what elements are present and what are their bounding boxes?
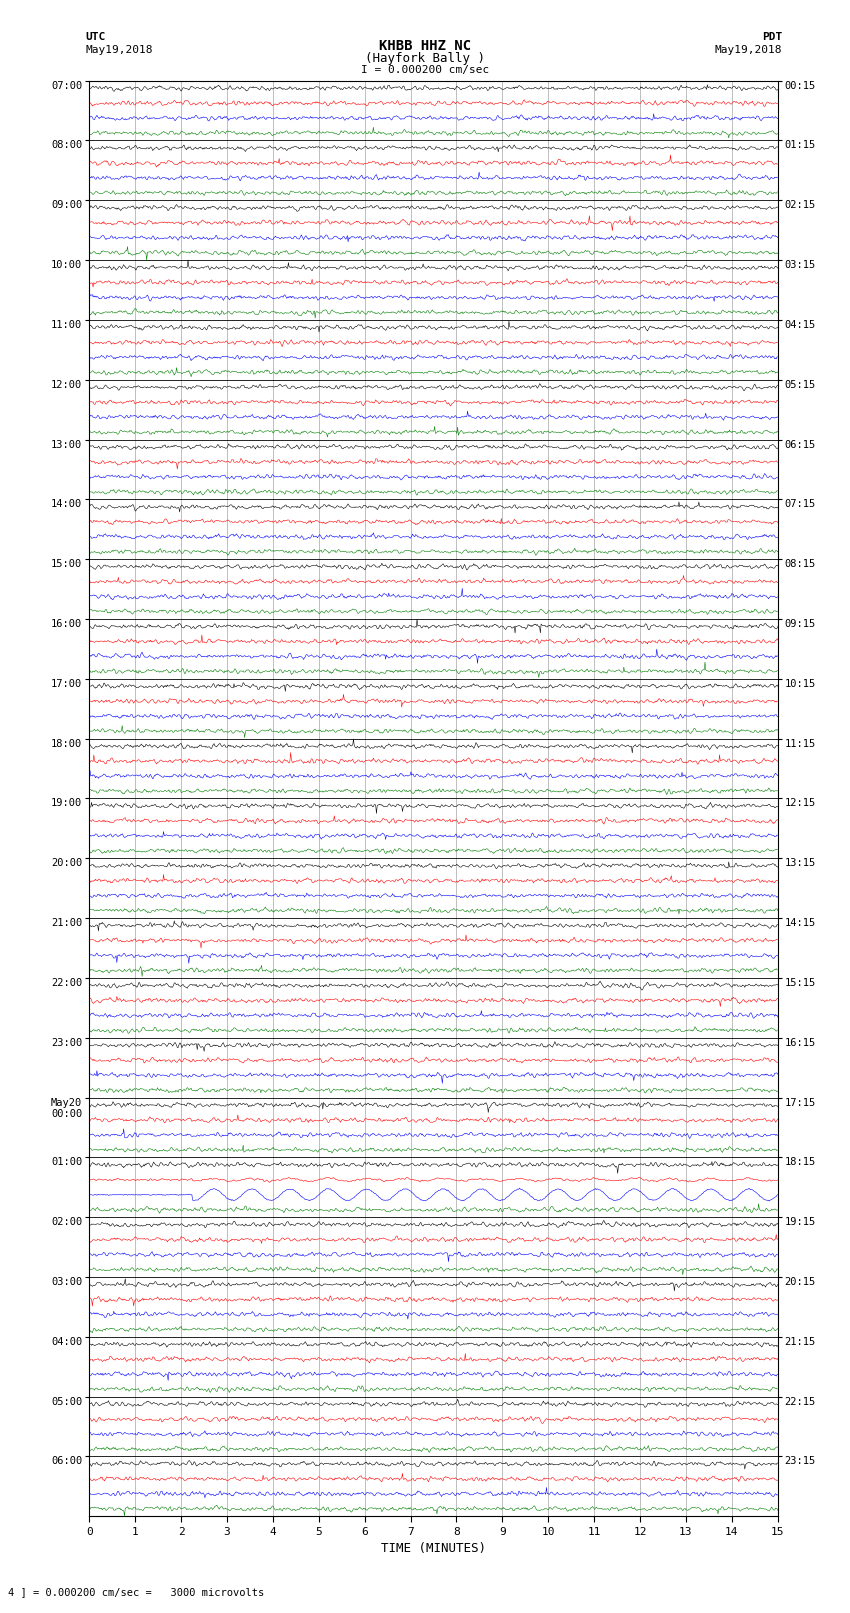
Text: (Hayfork Bally ): (Hayfork Bally ) — [365, 52, 485, 65]
Text: UTC: UTC — [85, 32, 105, 42]
Text: I = 0.000200 cm/sec: I = 0.000200 cm/sec — [361, 65, 489, 74]
Text: 4 ] = 0.000200 cm/sec =   3000 microvolts: 4 ] = 0.000200 cm/sec = 3000 microvolts — [8, 1587, 264, 1597]
Text: PDT: PDT — [762, 32, 782, 42]
Text: May19,2018: May19,2018 — [85, 45, 152, 55]
X-axis label: TIME (MINUTES): TIME (MINUTES) — [381, 1542, 486, 1555]
Text: May19,2018: May19,2018 — [715, 45, 782, 55]
Text: KHBB HHZ NC: KHBB HHZ NC — [379, 39, 471, 53]
